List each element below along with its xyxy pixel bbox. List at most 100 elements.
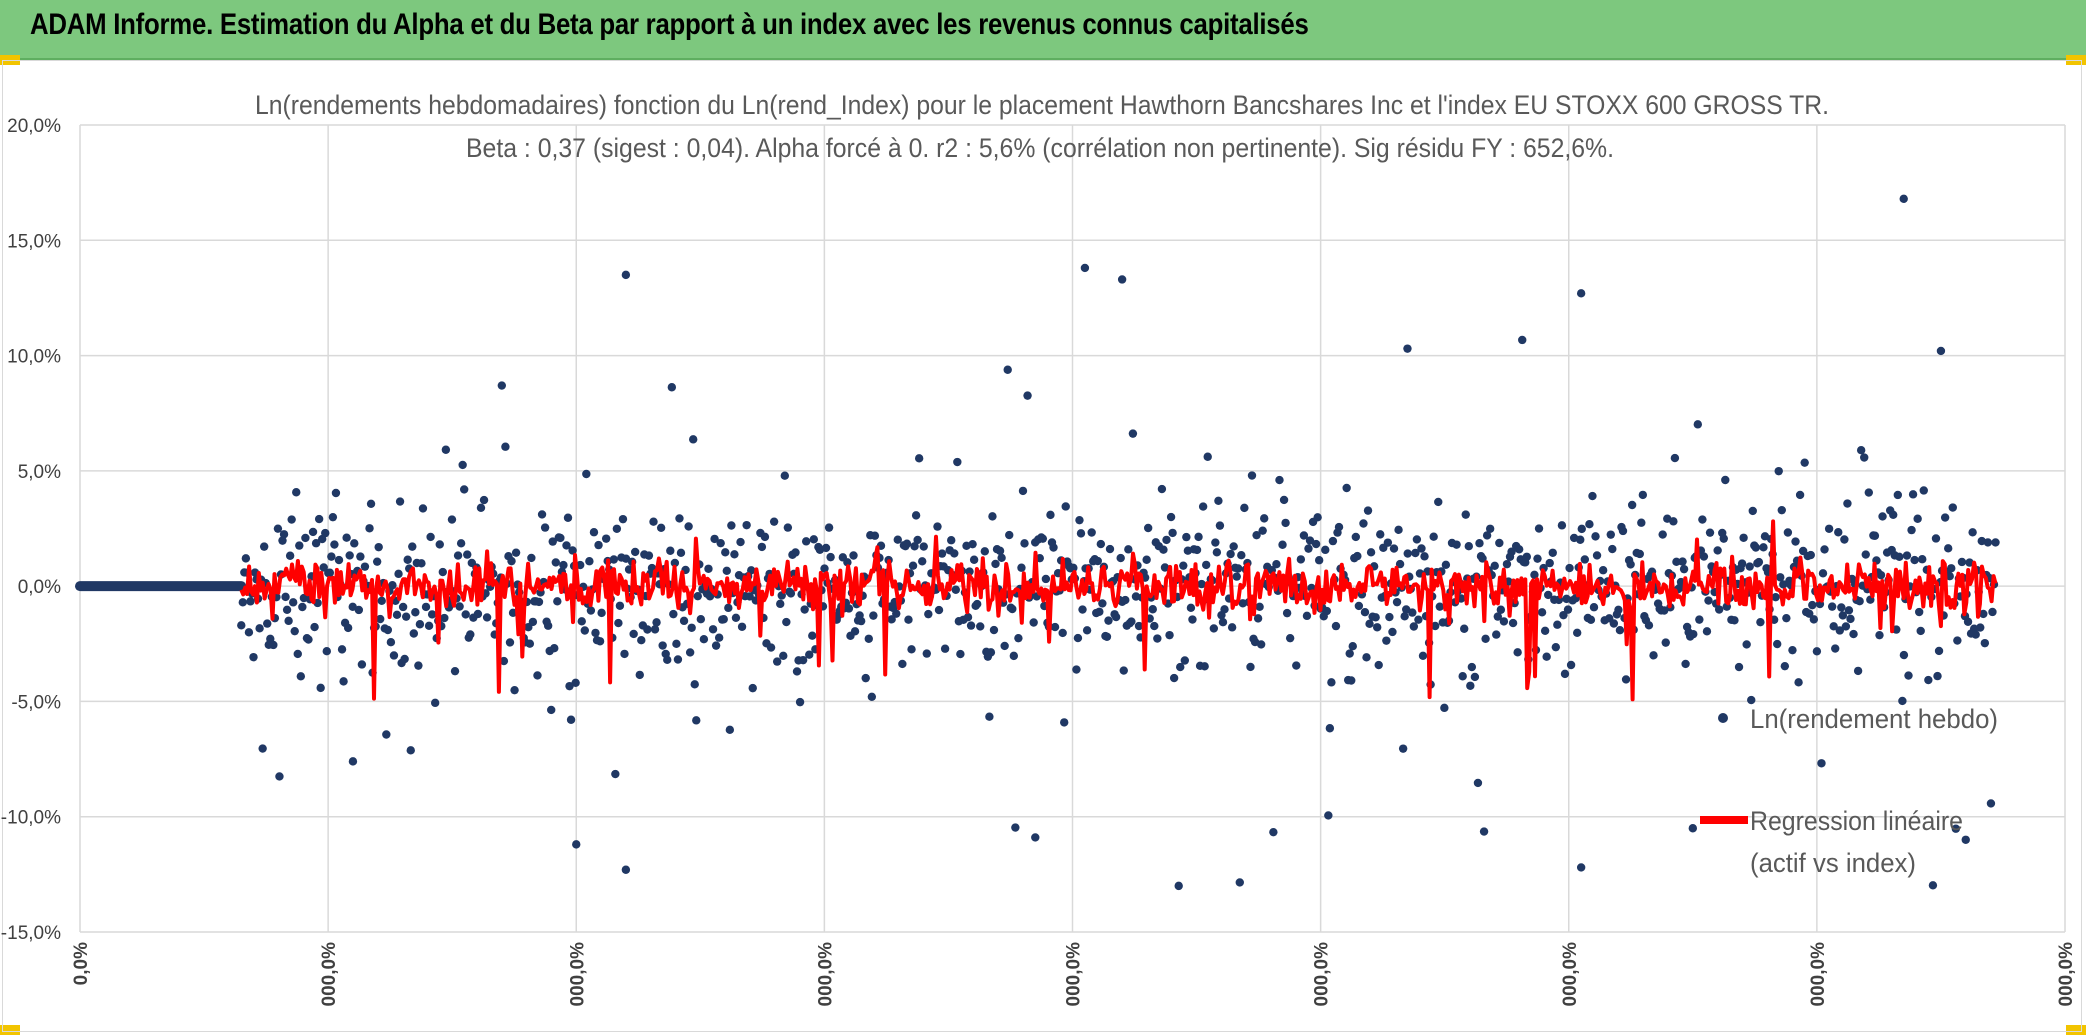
scatter-point <box>331 488 341 498</box>
scatter-point <box>356 552 365 561</box>
scatter-point <box>1540 626 1550 636</box>
scatter-point <box>1232 572 1241 581</box>
scatter-point <box>1409 622 1419 631</box>
scatter-point <box>1844 606 1854 615</box>
scatter-point <box>269 640 278 650</box>
scatter-point <box>1470 672 1480 682</box>
y-tick-label: -10,0% <box>1 808 61 829</box>
scatter-point <box>1695 615 1704 624</box>
scatter-point <box>1588 491 1597 501</box>
scatter-point <box>1968 528 1977 537</box>
scatter-point <box>676 548 686 558</box>
scatter-point <box>1577 524 1586 534</box>
scatter-point <box>1305 536 1315 545</box>
scatter-point <box>1719 534 1728 543</box>
scatter-point <box>843 558 852 567</box>
scatter-point <box>1331 621 1341 631</box>
scatter-point <box>1072 665 1081 674</box>
scatter-point <box>760 532 770 542</box>
scatter-point <box>910 542 919 551</box>
scatter-points <box>237 194 2000 891</box>
scatter-point <box>1169 673 1179 683</box>
scatter-point <box>543 621 553 630</box>
scatter-point <box>321 528 330 538</box>
scatter-point <box>1180 656 1190 665</box>
scatter-point <box>1861 550 1870 559</box>
scatter-point <box>293 649 302 659</box>
scatter-point <box>345 551 354 560</box>
scatter-point <box>1818 569 1828 578</box>
scatter-point <box>1128 429 1138 438</box>
scatter-point <box>281 592 290 602</box>
scatter-point <box>1714 605 1724 614</box>
scatter-point <box>908 561 918 570</box>
scatter-point <box>1846 614 1855 624</box>
scatter-point <box>1795 490 1805 500</box>
scatter-point <box>666 546 675 555</box>
scatter-point <box>1598 566 1608 575</box>
scatter-point <box>911 511 921 520</box>
scatter-point <box>1576 289 1586 298</box>
corner-marker-bottom-left <box>0 1025 20 1035</box>
scatter-point <box>844 604 854 613</box>
scatter-point <box>430 698 440 708</box>
scatter-point <box>947 536 956 545</box>
scatter-point <box>612 524 622 533</box>
y-tick-label: 20,0% <box>7 116 61 137</box>
scatter-point <box>650 625 660 634</box>
scatter-point <box>1638 490 1648 500</box>
scatter-point <box>966 621 976 630</box>
scatter-point <box>556 533 565 543</box>
scatter-point <box>1176 662 1185 672</box>
scatter-point <box>1745 562 1754 571</box>
scatter-point <box>479 495 489 505</box>
scatter-point <box>1049 543 1058 552</box>
y-tick-label: 5,0% <box>18 462 61 483</box>
scatter-point <box>737 622 747 631</box>
scatter-point <box>308 527 318 537</box>
scatter-point <box>1637 518 1646 527</box>
scatter-point <box>1730 616 1739 625</box>
scatter-point <box>1794 678 1803 687</box>
scatter-point <box>1742 640 1751 649</box>
scatter-point <box>354 605 364 615</box>
scatter-point <box>398 602 408 612</box>
scatter-point <box>577 617 586 626</box>
scatter-point <box>1237 550 1246 560</box>
scatter-point <box>1585 519 1594 529</box>
scatter-point <box>1117 275 1127 284</box>
scatter-point <box>304 635 313 644</box>
scatter-point <box>685 648 695 657</box>
scatter-point <box>1482 531 1492 540</box>
scatter-point <box>585 557 594 566</box>
scatter-point <box>1304 544 1313 553</box>
scatter-point <box>1354 601 1364 611</box>
scatter-point <box>527 553 536 563</box>
scatter-point <box>427 610 437 619</box>
scatter-point <box>288 598 298 607</box>
y-tick-label: 10,0% <box>7 347 61 368</box>
scatter-point <box>1392 597 1402 607</box>
scatter-point <box>892 609 901 618</box>
scatter-point <box>708 625 718 634</box>
scatter-point <box>870 531 880 540</box>
scatter-point <box>426 532 435 542</box>
scatter-point <box>614 618 623 628</box>
scatter-point <box>325 568 335 577</box>
scatter-point <box>550 644 559 653</box>
scatter-point <box>1420 552 1429 561</box>
scatter-point <box>461 610 470 619</box>
scatter-point <box>1608 544 1617 554</box>
scatter-point <box>1389 544 1399 553</box>
scatter-point <box>1400 612 1409 621</box>
scatter-point <box>571 678 580 687</box>
scatter-point <box>867 692 877 701</box>
scatter-point <box>1817 759 1826 768</box>
scatter-point <box>820 564 829 573</box>
scatter-point <box>476 503 486 512</box>
scatter-point <box>1431 621 1440 631</box>
scatter-point <box>1609 619 1619 628</box>
scatter-point <box>1840 535 1849 544</box>
scatter-point <box>1572 628 1582 638</box>
